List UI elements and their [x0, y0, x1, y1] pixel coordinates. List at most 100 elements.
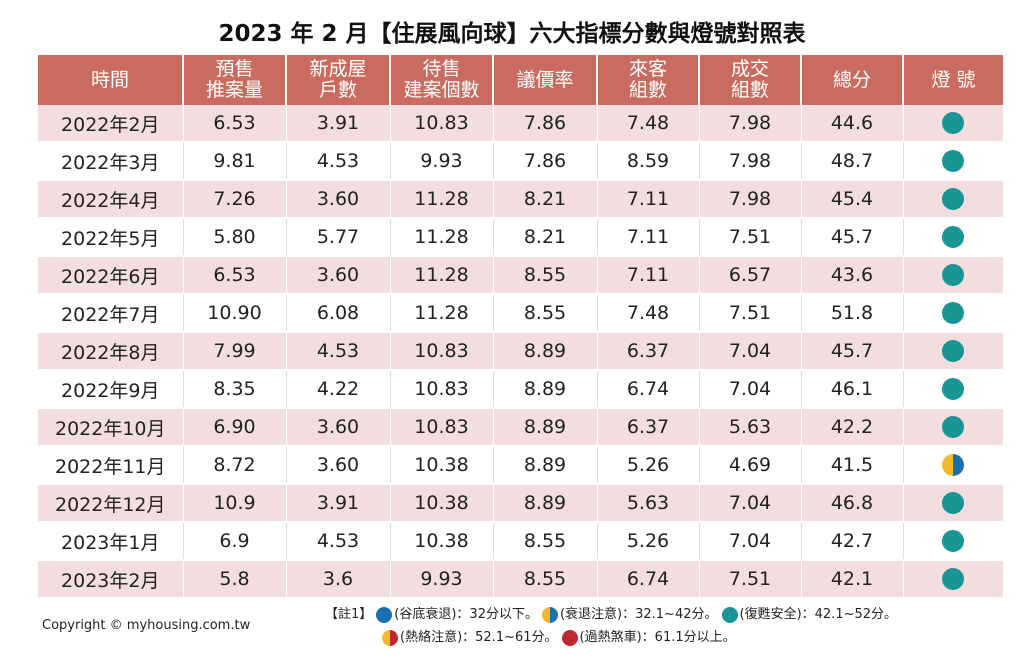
column-header: 時間: [38, 55, 184, 105]
table-row: 2022年3月 9.81 4.53 9.93 7.86 8.59 7.98 48.7: [38, 142, 1003, 181]
table-row: 2022年9月 8.35 4.22 10.83 8.89 6.74 7.04 46.1: [38, 370, 1003, 409]
table-cell: 4.53: [286, 332, 391, 371]
table-cell: 45.4: [801, 180, 904, 219]
table-row: 2022年7月 10.90 6.08 11.28 8.55 7.48 7.51 51.8: [38, 294, 1003, 333]
signal-light-icon: [942, 150, 965, 173]
table-cell: 9.93: [390, 142, 494, 181]
table-cell: 3.91: [286, 105, 391, 143]
table-cell: 41.5: [801, 446, 904, 485]
table-cell: 8.35: [183, 370, 287, 409]
table-cell: 7.51: [699, 294, 802, 333]
signal-cell: [903, 180, 1003, 219]
table-cell: 45.7: [801, 332, 904, 371]
table-cell: 11.28: [390, 256, 494, 295]
table-cell: 42.7: [801, 522, 904, 561]
legend-light-icon: [376, 606, 393, 623]
table-header: 時間 預售 推案量 新成屋 戶數 待售 建案個數 議價率 來客 組數 成交 組數 總分燈 號: [38, 55, 1003, 105]
note-label: 【註1】: [325, 607, 373, 622]
table-cell: 3.60: [286, 446, 391, 485]
table-cell: 5.26: [597, 522, 700, 561]
table-cell: 6.57: [699, 256, 802, 295]
table-cell: 42.2: [801, 408, 904, 447]
table-cell: 8.59: [597, 142, 700, 181]
table-cell: 7.11: [597, 218, 700, 257]
table-cell: 7.48: [597, 105, 700, 143]
table-cell: 11.28: [390, 180, 494, 219]
table-cell: 8.21: [493, 218, 598, 257]
signal-cell: [903, 560, 1003, 599]
table-cell: 5.63: [699, 408, 802, 447]
table-row: 2022年2月 6.53 3.91 10.83 7.86 7.48 7.98 44.6: [38, 105, 1003, 143]
table-cell: 6.37: [597, 332, 700, 371]
table-cell: 8.89: [493, 484, 598, 523]
table-cell: 48.7: [801, 142, 904, 181]
column-header: 待售 建案個數: [390, 55, 494, 105]
table-cell: 10.83: [390, 105, 494, 143]
legend-text: (復甦安全)：42.1~52分。: [739, 607, 898, 622]
table-cell: 2022年12月: [38, 484, 184, 523]
table-cell: 5.8: [183, 560, 287, 599]
table-cell: 7.51: [699, 218, 802, 257]
table-row: 2022年6月 6.53 3.60 11.28 8.55 7.11 6.57 43.6: [38, 256, 1003, 295]
copyright: Copyright © myhousing.com.tw: [42, 618, 251, 633]
table-cell: 8.72: [183, 446, 287, 485]
table-cell: 8.89: [493, 408, 598, 447]
table-cell: 2023年1月: [38, 522, 184, 561]
table-cell: 2022年10月: [38, 408, 184, 447]
table-cell: 6.53: [183, 105, 287, 143]
table-cell: 6.74: [597, 560, 700, 599]
signal-cell: [903, 218, 1003, 257]
table-cell: 10.83: [390, 332, 494, 371]
signal-light-icon: [942, 112, 965, 135]
signal-cell: [903, 484, 1003, 523]
table-row: 2022年12月 10.9 3.91 10.38 8.89 5.63 7.04 46.8: [38, 484, 1003, 523]
signal-cell: [903, 408, 1003, 447]
table-cell: 5.77: [286, 218, 391, 257]
table-cell: 10.90: [183, 294, 287, 333]
table-cell: 7.86: [493, 142, 598, 181]
table-row: 2022年5月 5.80 5.77 11.28 8.21 7.11 7.51 45.7: [38, 218, 1003, 257]
column-header: 總分: [801, 55, 904, 105]
table-cell: 7.11: [597, 180, 700, 219]
signal-light-icon: [942, 340, 965, 363]
table-cell: 2022年11月: [38, 446, 184, 485]
table-cell: 7.98: [699, 180, 802, 219]
table-cell: 7.04: [699, 332, 802, 371]
table-cell: 3.91: [286, 484, 391, 523]
signal-light-icon: [942, 264, 965, 287]
column-header: 來客 組數: [597, 55, 700, 105]
table-cell: 7.26: [183, 180, 287, 219]
table-cell: 3.60: [286, 256, 391, 295]
legend-text: (熱絡注意)：52.1~61分。: [400, 630, 558, 645]
signal-light-icon: [942, 188, 965, 211]
table-cell: 11.28: [390, 294, 494, 333]
table-cell: 10.38: [390, 484, 494, 523]
legend-light-icon: [561, 629, 578, 646]
table-cell: 5.63: [597, 484, 700, 523]
signal-cell: [903, 522, 1003, 561]
signal-light-icon: [942, 454, 965, 477]
table-cell: 7.04: [699, 484, 802, 523]
signal-cell: [903, 294, 1003, 333]
signal-cell: [903, 332, 1003, 371]
table-cell: 8.55: [493, 522, 598, 561]
legend-line-2: (熱絡注意)：52.1~61分。 (過熱煞車)：61.1分以上。: [378, 626, 736, 646]
table-cell: 8.89: [493, 446, 598, 485]
table-cell: 4.53: [286, 142, 391, 181]
table-cell: 2022年2月: [38, 105, 184, 143]
column-header: 成交 組數: [699, 55, 802, 105]
signal-light-icon: [942, 530, 965, 553]
column-header: 燈 號: [903, 55, 1003, 105]
legend-text: (過熱煞車)：61.1分以上。: [579, 630, 736, 645]
column-header: 新成屋 戶數: [286, 55, 391, 105]
signal-light-icon: [942, 568, 965, 591]
table-cell: 6.37: [597, 408, 700, 447]
table-cell: 8.55: [493, 294, 598, 333]
table-cell: 7.99: [183, 332, 287, 371]
legend-text: (衰退注意)：32.1~42分。: [559, 607, 718, 622]
table-cell: 6.08: [286, 294, 391, 333]
table-row: 2022年8月 7.99 4.53 10.83 8.89 6.37 7.04 45.7: [38, 332, 1003, 371]
table-cell: 8.89: [493, 370, 598, 409]
table-cell: 2022年4月: [38, 180, 184, 219]
table-cell: 10.83: [390, 370, 494, 409]
